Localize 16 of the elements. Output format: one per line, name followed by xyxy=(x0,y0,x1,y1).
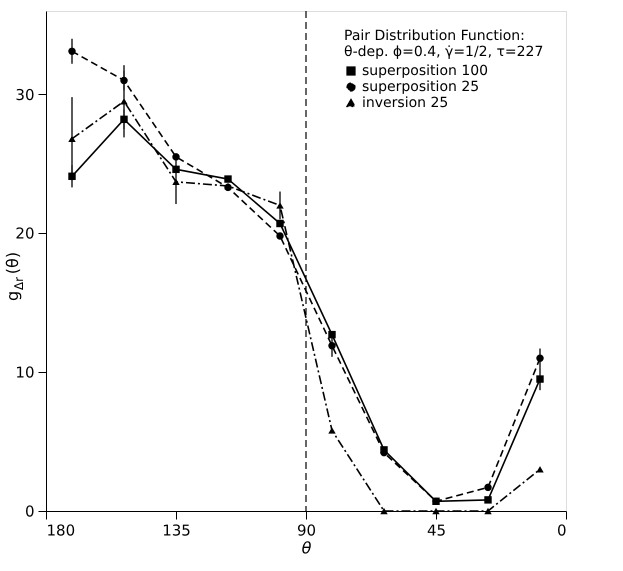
x-tick-label: 0 xyxy=(556,522,566,540)
text: Pair Distribution Function: xyxy=(344,28,525,44)
text: θ-dep. ϕ=0.4, γ̇=1/2, τ=227 xyxy=(344,44,544,60)
y-tick-label: 30 xyxy=(15,86,34,104)
y-tick-label: 10 xyxy=(15,364,34,382)
x-tick-label: 45 xyxy=(426,522,446,540)
legend-label: superposition 25 xyxy=(362,79,480,95)
x-tick-label: 180 xyxy=(46,522,76,540)
legend-label: inversion 25 xyxy=(362,95,448,111)
legend-label: superposition 100 xyxy=(362,63,488,79)
x-tick-label: 135 xyxy=(162,522,191,540)
y-tick-label: 20 xyxy=(15,224,34,243)
x-tick-label: 90 xyxy=(296,522,316,540)
y-axis-title: gΔr (θ) xyxy=(3,252,26,301)
y-tick-label: 0 xyxy=(24,502,34,520)
x-axis-title: θ xyxy=(302,538,312,558)
